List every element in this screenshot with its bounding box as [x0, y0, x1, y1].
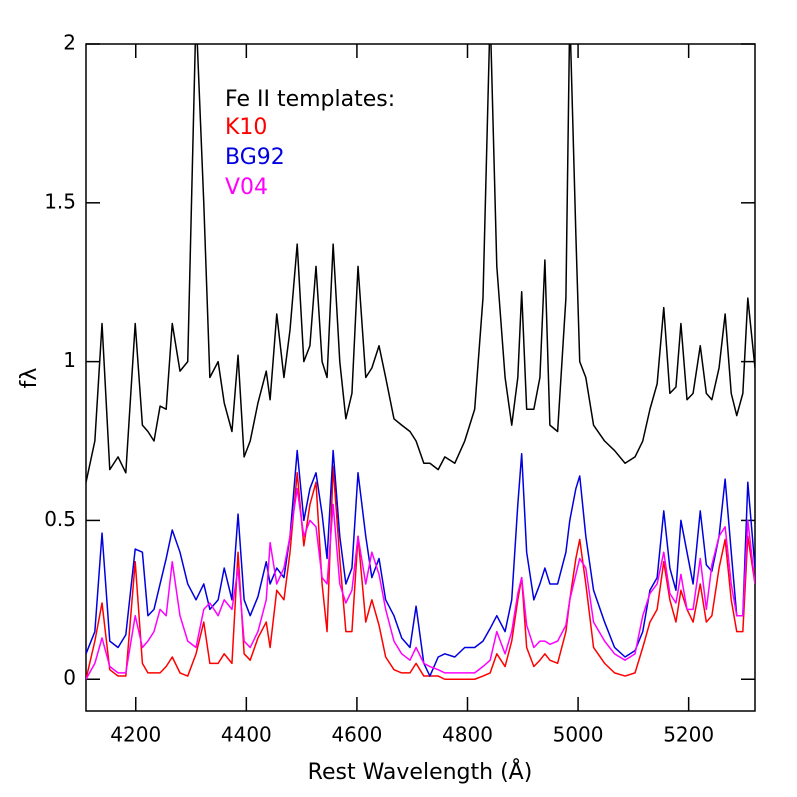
x-tick-label: 5200	[663, 723, 714, 747]
spectrum-line	[86, 465, 755, 680]
y-tick-label: 0	[63, 666, 76, 690]
legend-entry: V04	[225, 175, 268, 200]
y-axis-label: fλ	[17, 368, 42, 389]
plot-area	[86, 44, 755, 680]
y-tick-label: 1	[63, 348, 76, 372]
x-tick-label: 4400	[221, 723, 272, 747]
y-tick-label: 1.5	[44, 189, 76, 213]
spectrum-line	[86, 44, 755, 483]
x-axis-label: Rest Wavelength (Å)	[308, 758, 533, 785]
legend-entry: BG92	[225, 145, 285, 170]
x-tick-label: 4600	[331, 723, 382, 747]
spectrum-line	[86, 449, 755, 677]
y-tick-label: 0.5	[44, 507, 76, 531]
x-tick-label: 4200	[110, 723, 161, 747]
plot-frame	[85, 43, 756, 712]
x-tick-label: 4800	[442, 723, 493, 747]
legend-entry: K10	[225, 115, 267, 140]
spectrum-line	[86, 487, 755, 680]
legend-title: Fe II templates:	[225, 87, 395, 112]
y-tick-label: 2	[63, 31, 76, 55]
x-tick-label: 5000	[553, 723, 604, 747]
